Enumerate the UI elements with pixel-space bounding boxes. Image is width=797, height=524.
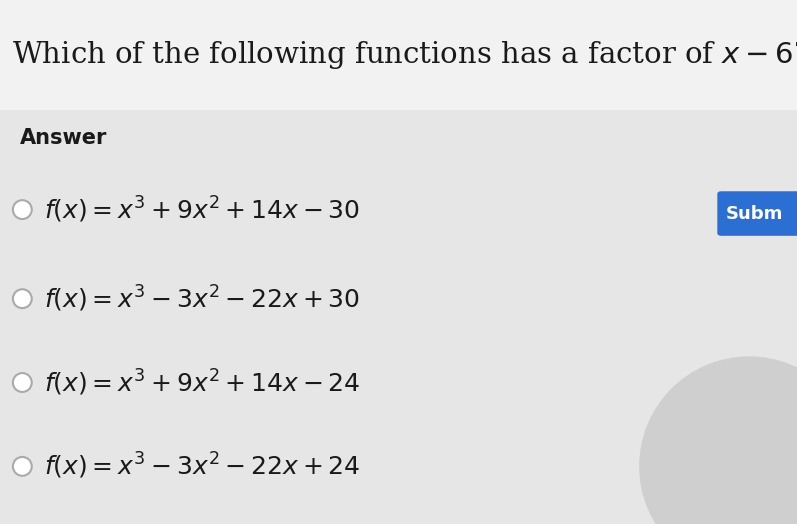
Ellipse shape [13, 457, 32, 476]
Text: $f(x) = x^3 + 9x^2 + 14x - 24$: $f(x) = x^3 + 9x^2 + 14x - 24$ [44, 367, 360, 398]
Text: $f(x) = x^3 - 3x^2 - 22x + 24$: $f(x) = x^3 - 3x^2 - 22x + 24$ [44, 451, 360, 482]
Ellipse shape [13, 200, 32, 219]
Ellipse shape [13, 289, 32, 308]
Text: Which of the following functions has a factor of $x-6$?: Which of the following functions has a f… [12, 39, 797, 71]
Text: Subm: Subm [725, 204, 783, 223]
Text: Answer: Answer [20, 128, 108, 148]
Text: $f(x) = x^3 + 9x^2 + 14x - 30$: $f(x) = x^3 + 9x^2 + 14x - 30$ [44, 194, 360, 225]
Ellipse shape [639, 356, 797, 524]
FancyBboxPatch shape [717, 191, 797, 236]
Text: $f(x) = x^3 - 3x^2 - 22x + 30$: $f(x) = x^3 - 3x^2 - 22x + 30$ [44, 283, 360, 314]
FancyBboxPatch shape [0, 0, 797, 110]
FancyBboxPatch shape [0, 110, 797, 524]
Ellipse shape [13, 373, 32, 392]
